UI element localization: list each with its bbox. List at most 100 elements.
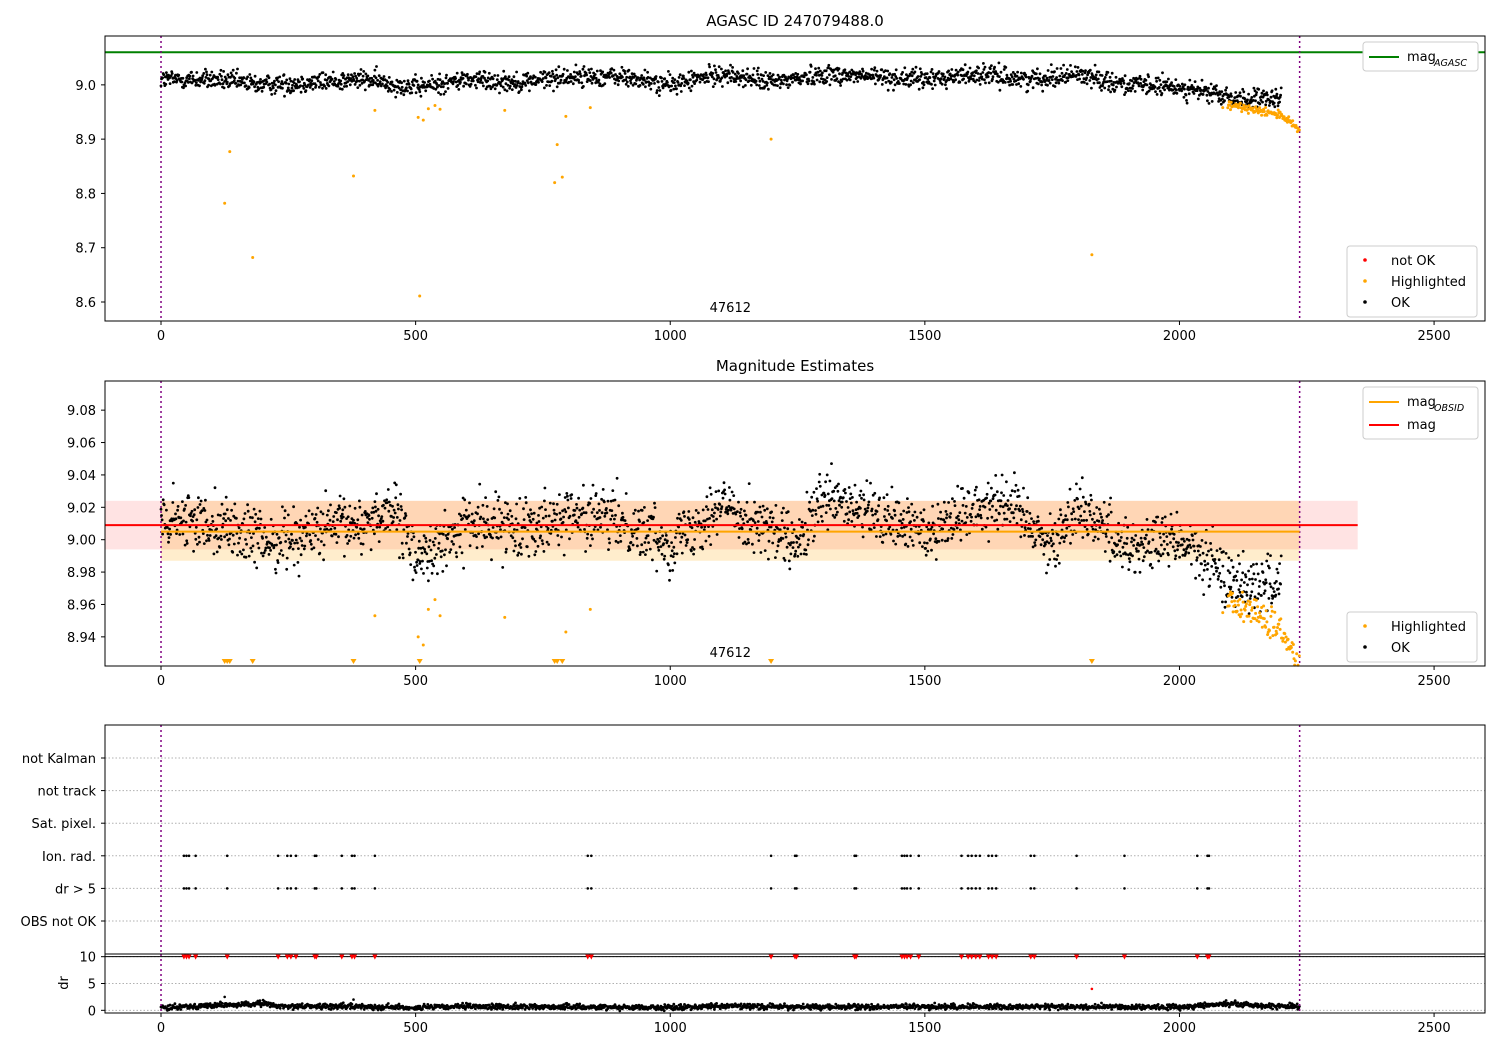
- ok-point: [461, 496, 465, 500]
- ok-point: [1015, 522, 1019, 525]
- ok-point: [1049, 539, 1053, 543]
- ok-point: [705, 505, 708, 508]
- ok-point: [304, 525, 307, 529]
- ok-point: [430, 559, 433, 563]
- ok-point: [970, 74, 974, 77]
- ok-point: [1002, 511, 1006, 515]
- ok-point: [625, 80, 629, 84]
- highlighted-point: [564, 630, 568, 634]
- ok-point: [720, 76, 724, 80]
- ok-point: [1088, 79, 1092, 82]
- ok-point: [526, 81, 530, 85]
- ok-point: [179, 516, 183, 520]
- ok-point: [727, 504, 731, 508]
- ok-point: [255, 526, 259, 530]
- ok-point: [1009, 73, 1013, 76]
- ok-point: [576, 72, 580, 76]
- ok-point: [223, 535, 227, 539]
- ok-point: [307, 509, 311, 513]
- ok-point: [1006, 499, 1010, 502]
- ok-point: [475, 72, 479, 75]
- ok-point: [346, 515, 350, 519]
- ok-point: [1168, 532, 1172, 536]
- ok-point: [693, 82, 696, 85]
- ok-point: [779, 539, 783, 542]
- ok-point: [1208, 577, 1212, 581]
- ok-point: [438, 78, 442, 82]
- ok-point: [377, 540, 381, 543]
- ok-point: [281, 553, 285, 557]
- ok-point: [725, 74, 729, 78]
- ok-point: [943, 75, 947, 79]
- ok-point: [554, 68, 558, 72]
- ok-point: [1218, 547, 1222, 551]
- ok-point: [1145, 83, 1149, 87]
- ok-point: [902, 509, 906, 513]
- ok-point: [290, 532, 293, 536]
- ok-point: [549, 74, 553, 78]
- ok-point: [1023, 526, 1027, 530]
- ok-point: [1205, 553, 1209, 557]
- ok-point: [520, 88, 523, 92]
- ok-point: [491, 77, 495, 81]
- ok-point: [478, 81, 482, 84]
- ok-point: [237, 541, 240, 545]
- ok-point: [537, 520, 541, 523]
- ok-point: [388, 87, 392, 91]
- ok-point: [483, 76, 486, 80]
- ok-point: [630, 528, 633, 532]
- ok-point: [1218, 92, 1222, 96]
- ok-point: [796, 72, 800, 76]
- ok-point: [1123, 93, 1126, 96]
- ok-point: [1195, 558, 1199, 562]
- ok-point: [215, 527, 219, 531]
- ok-point: [177, 73, 181, 77]
- ok-point: [656, 545, 660, 549]
- ok-point: [1064, 80, 1068, 84]
- flag-marker: [966, 887, 970, 890]
- ok-point: [931, 87, 934, 90]
- ok-point: [652, 515, 655, 519]
- ok-point: [454, 80, 458, 84]
- ok-point: [341, 508, 345, 512]
- ok-point: [1057, 517, 1061, 521]
- ok-point: [504, 501, 507, 504]
- ok-point: [670, 541, 673, 544]
- ok-point: [993, 65, 996, 69]
- ok-point: [302, 547, 306, 551]
- highlighted-point: [1240, 612, 1244, 616]
- ok-point: [1177, 541, 1180, 544]
- ok-point: [1196, 549, 1200, 553]
- ok-point: [936, 502, 940, 506]
- ok-point: [1175, 510, 1179, 514]
- ok-point: [528, 89, 531, 93]
- ok-point: [234, 82, 238, 85]
- ok-point: [160, 518, 164, 522]
- ok-point: [805, 73, 808, 77]
- ok-point: [801, 79, 804, 83]
- ok-point: [1139, 82, 1142, 85]
- ok-point: [545, 540, 549, 544]
- ok-point: [1033, 544, 1037, 547]
- ok-point: [185, 539, 189, 543]
- ok-point: [534, 83, 538, 86]
- ok-point: [1051, 75, 1055, 78]
- ok-point: [763, 85, 767, 89]
- ok-point: [386, 525, 390, 529]
- ok-point: [292, 563, 296, 567]
- ok-point: [872, 68, 876, 72]
- ok-point: [486, 76, 490, 80]
- ok-point: [1163, 88, 1166, 92]
- ok-point: [666, 539, 669, 543]
- ok-point: [1207, 86, 1210, 90]
- ok-point: [815, 497, 819, 501]
- ok-point: [242, 548, 245, 552]
- ok-point: [431, 77, 434, 81]
- ok-point: [590, 511, 594, 514]
- ok-point: [851, 509, 855, 513]
- flag-marker: [974, 854, 978, 858]
- ok-point: [428, 539, 432, 542]
- flag-marker: [905, 887, 909, 890]
- ok-point: [777, 540, 780, 543]
- ok-point: [731, 66, 734, 69]
